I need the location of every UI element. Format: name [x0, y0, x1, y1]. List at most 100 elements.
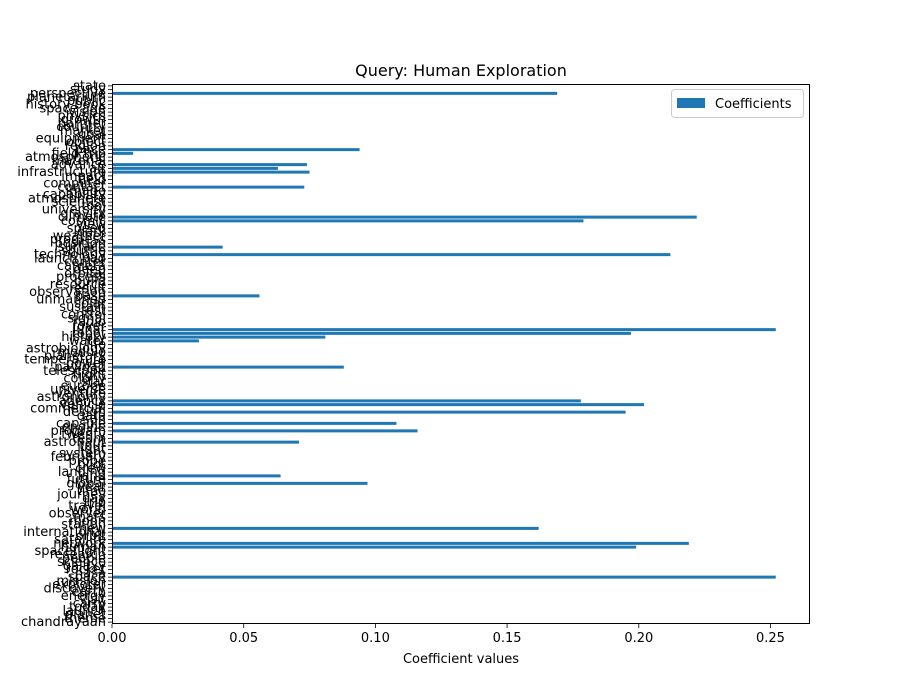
y-tick-label-51: program — [51, 424, 107, 439]
y-tick-label-85: solar — [74, 296, 106, 311]
bar-125 — [112, 151, 134, 155]
y-tick-label-88: observation — [29, 285, 106, 300]
y-tick-label-17: people — [62, 551, 106, 566]
x-axis-title: Coefficient values — [403, 652, 519, 667]
y-tick-label-138: history book — [25, 98, 106, 113]
y-tick-label-16: science — [57, 555, 106, 570]
y-tick-label-41: crew — [75, 461, 106, 476]
y-tick-label-108: climate — [58, 210, 106, 225]
legend: Coefficients — [671, 89, 804, 118]
y-tick-label-118: field — [78, 173, 106, 188]
y-tick-label-132: country — [56, 120, 106, 135]
y-tick-label-136: vision — [68, 105, 106, 120]
y-tick-label-65: colony — [63, 371, 106, 386]
y-tick-label-37: global — [66, 476, 106, 491]
y-tick-label-3: launch — [63, 604, 106, 619]
y-tick-label-84: sustain — [59, 300, 106, 315]
y-tick-label-129: equipment — [36, 131, 106, 146]
y-tick-label-42: pilot — [77, 458, 106, 473]
y-tick-label-116: contact — [57, 180, 106, 195]
bar-122 — [112, 163, 307, 167]
y-tick-label-4: today — [69, 600, 106, 615]
y-tick-label-56: design — [63, 405, 106, 420]
bar-25 — [112, 526, 539, 530]
y-tick-label-96: center — [64, 255, 106, 270]
y-tick-label-58: vehicle — [60, 398, 106, 413]
y-tick-label-25: new — [79, 521, 106, 536]
x-tick-label-2: 0.10 — [361, 631, 390, 646]
y-tick-label-134: growth — [61, 113, 106, 128]
chart-title: Query: Human Exploration — [355, 61, 567, 80]
y-tick-label-128: object — [66, 135, 106, 150]
y-tick-label-92: process — [56, 270, 106, 285]
y-tick-label-60: astronomy — [37, 390, 107, 405]
y-tick-label-9: discovery — [44, 581, 107, 596]
y-tick-label-55: data — [77, 409, 106, 424]
bar-141 — [112, 91, 558, 95]
bar-58 — [112, 403, 645, 407]
bar-37 — [112, 481, 368, 485]
y-tick-label-20: human — [61, 540, 106, 555]
bar-12 — [112, 575, 776, 579]
y-tick-label-130: goal — [78, 128, 106, 143]
y-tick-label-27: moon — [69, 514, 106, 529]
bar-21 — [112, 541, 689, 545]
x-tick-label-5: 0.25 — [756, 631, 785, 646]
y-tick-label-36: year — [77, 480, 107, 495]
y-tick-label-99: shuttle — [61, 244, 106, 259]
y-tick-label-104: dark — [77, 225, 107, 240]
y-tick-label-32: trip — [84, 495, 106, 510]
y-tick-label-2: planet — [65, 608, 106, 623]
y-tick-label-44: february — [51, 450, 107, 465]
y-tick-label-107: cosmic — [61, 214, 106, 229]
y-tick-label-142: study — [70, 83, 106, 98]
x-axis-ticks: 0.00 0.05 0.10 0.15 0.20 0.25 — [98, 624, 785, 646]
y-tick-label-135: physics — [58, 109, 107, 124]
bar-75 — [112, 339, 199, 343]
y-tick-label-70: temperature — [24, 353, 106, 368]
y-tick-label-127: region — [65, 139, 106, 154]
y-tick-label-79: rover — [72, 319, 107, 334]
bar-53 — [112, 421, 397, 425]
bar-126 — [112, 148, 360, 152]
y-tick-label-89: result — [69, 281, 106, 296]
x-tick-label-4: 0.20 — [624, 631, 653, 646]
y-tick-label-47: tour — [79, 439, 106, 454]
y-tick-label-67: telescope — [43, 364, 106, 379]
bar-68 — [112, 365, 344, 369]
y-tick-label-19: spaceflight — [34, 544, 106, 559]
y-tick-label-114: capability — [43, 188, 107, 203]
y-tick-label-83: test — [81, 304, 106, 319]
x-tick-label-1: 0.05 — [229, 631, 258, 646]
y-tick-label-52: engine — [62, 420, 106, 435]
y-tick-label-140: planetarium — [27, 90, 106, 105]
y-tick-label-100: surface — [58, 240, 106, 255]
y-tick-label-33: day — [82, 491, 106, 506]
y-tick-label-143: state — [73, 79, 106, 94]
bars-group — [112, 91, 776, 579]
y-tick-label-75: water — [69, 334, 107, 349]
y-tick-label-39: land — [78, 469, 106, 484]
y-tick-label-68: payload — [54, 360, 106, 375]
bar-39 — [112, 474, 281, 478]
bar-100 — [112, 245, 223, 249]
y-tick-label-103: weather — [53, 229, 107, 244]
y-tick-label-8: earth — [71, 585, 106, 600]
y-tick-label-98: technology — [34, 248, 106, 263]
y-tick-label-21: network — [53, 536, 106, 551]
bar-116 — [112, 185, 305, 189]
y-tick-label-122: advance — [51, 158, 106, 173]
y-tick-label-28: mars — [73, 510, 106, 525]
y-tick-label-0: chandrayaan — [21, 615, 106, 630]
y-axis-ticks: chandrayaanthemeplanetlaunchtodaycarryvi… — [17, 79, 112, 630]
y-tick-label-69: power — [66, 356, 107, 371]
y-tick-label-125: field trip — [52, 146, 107, 161]
y-tick-label-76: history — [61, 330, 106, 345]
x-tick-label-0: 0.00 — [98, 631, 127, 646]
y-tick-label-74: life — [86, 338, 106, 353]
y-tick-label-109: gravity — [60, 206, 106, 221]
y-tick-label-43: probe — [68, 454, 106, 469]
y-tick-label-117: computer — [43, 176, 106, 191]
y-tick-label-1: theme — [64, 611, 106, 626]
